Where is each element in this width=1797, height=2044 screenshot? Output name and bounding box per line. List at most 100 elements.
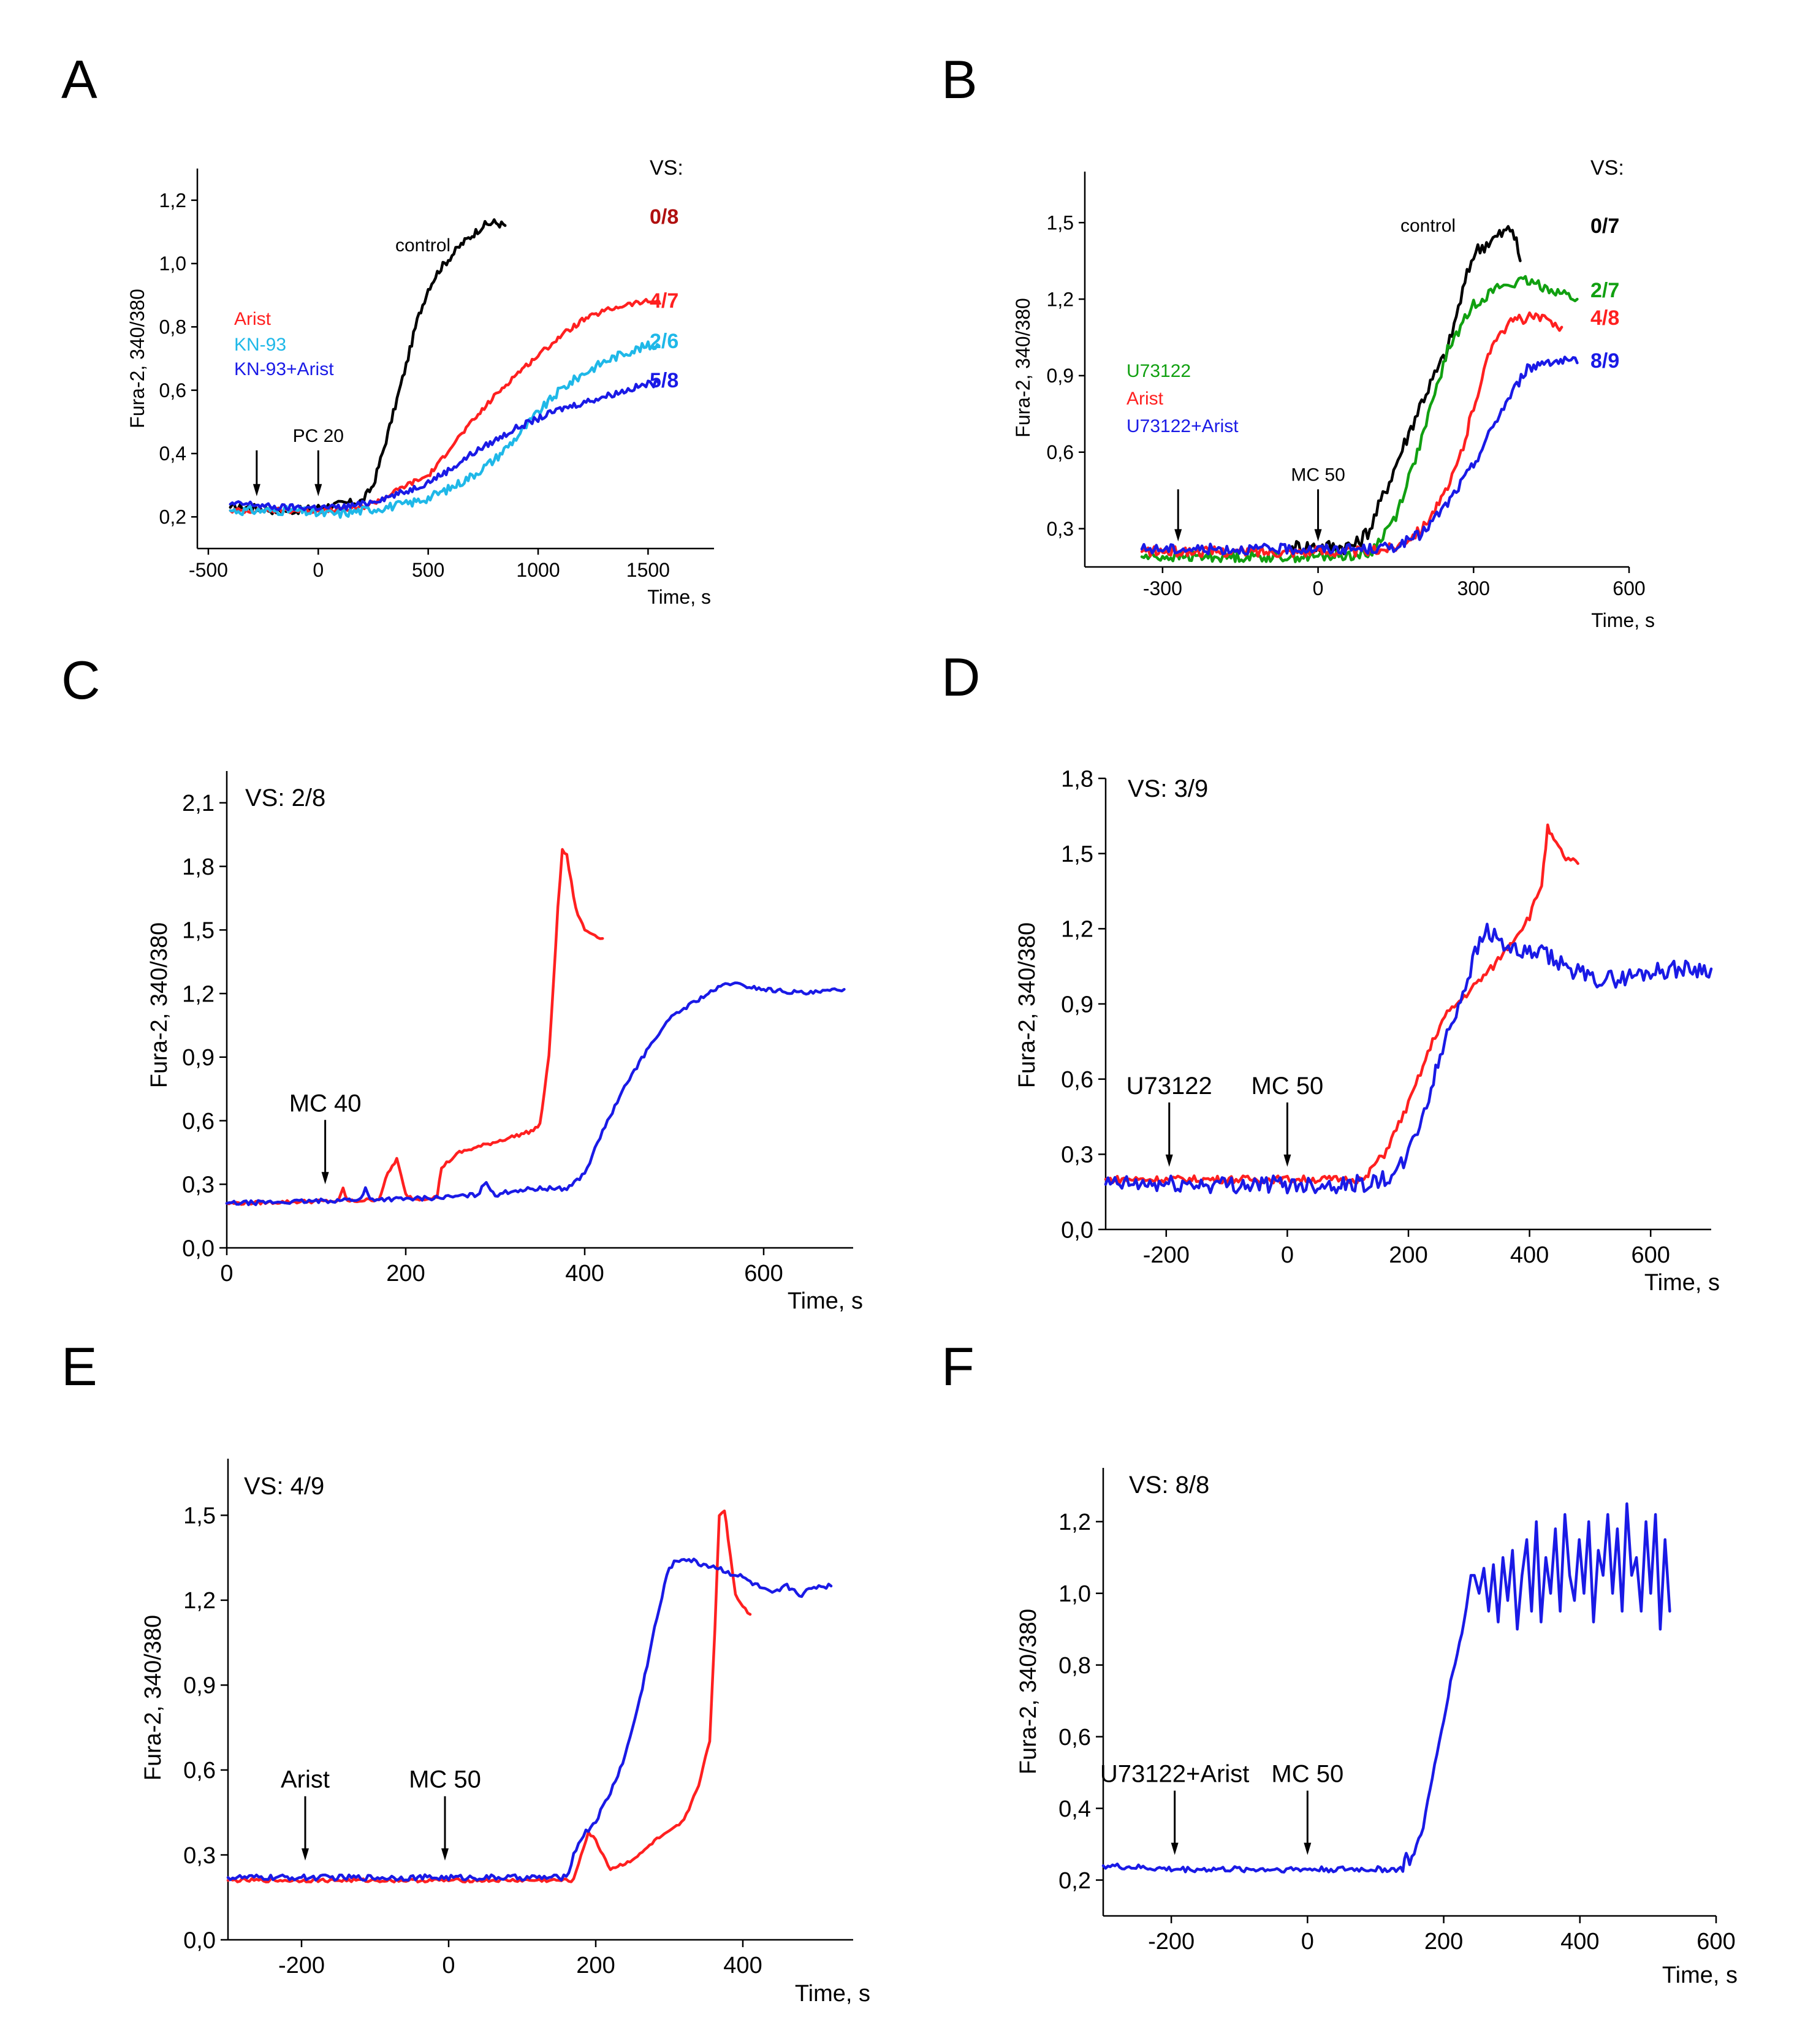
y-tick-label: 1,5: [182, 918, 215, 944]
y-tick-label: 1,8: [1061, 766, 1093, 792]
series-line-blue: [226, 1557, 833, 1882]
series-line-u73122-arist: [1140, 355, 1579, 556]
arrow-head: [1165, 1154, 1173, 1167]
y-tick-label: 0,3: [182, 1172, 215, 1198]
x-axis-title: Time, s: [788, 1288, 863, 1314]
arrow-head: [1314, 529, 1322, 542]
plot-area: [1104, 823, 1713, 1195]
panel-label: B: [941, 49, 978, 110]
y-tick-label: 0,6: [1058, 1725, 1091, 1750]
series-line-kn-93: [229, 340, 661, 519]
panel-d: D -200 0 200 400 600 0,0 0,3 0,6 0,9 1,2 1,5 1,8 Fu…: [941, 647, 1720, 1296]
y-tick-label: 0,9: [182, 1045, 215, 1071]
y-tick-label: 0,9: [1061, 992, 1093, 1017]
legend: U73122 Arist U73122+Arist: [1126, 361, 1239, 436]
y-tick-label: 1,8: [182, 854, 215, 880]
annotation-label: MC 40: [289, 1090, 362, 1117]
y-axis-title: Fura-2, 340/380: [126, 289, 148, 428]
ticks: -200 0 200 400 0,0 0,3 0,6 0,9 1,2 1,5: [183, 1503, 762, 1978]
x-tick-label: -200: [1143, 1242, 1190, 1268]
y-tick-label: 0,2: [159, 506, 186, 528]
arrow-head: [441, 1848, 449, 1861]
ticks: -500 0 500 1000 1500 0,2 0,4 0,6 0,8 1,0 1,2: [159, 189, 670, 581]
vs-header: VS:: [650, 156, 683, 180]
series-line-blue: [225, 981, 846, 1206]
x-tick-label: 400: [565, 1261, 604, 1286]
y-tick-label: 1,2: [1047, 288, 1074, 310]
annotation-label: Arist: [281, 1766, 330, 1793]
annotation-label: MC 50: [409, 1766, 481, 1793]
annotation-label: U73122+Arist: [1100, 1761, 1249, 1788]
series-line-blue: [1101, 1502, 1671, 1874]
y-tick-label: 2,1: [182, 791, 215, 816]
panel-f: F -200 0 200 400 600 0,2 0,4 0,6 0,8 1,0 1,2 Fura-…: [941, 1336, 1738, 1988]
x-tick-label: 600: [1613, 577, 1645, 599]
legend-entry: U73122: [1126, 361, 1191, 381]
vs-fraction: 4/8: [1590, 306, 1619, 330]
x-tick-label: 400: [1510, 1242, 1549, 1268]
x-tick-label: 1500: [626, 559, 670, 581]
legend-entry: U73122+Arist: [1126, 416, 1239, 436]
y-tick-label: 1,0: [1058, 1581, 1091, 1607]
y-axis-title: Fura-2, 340/380: [1014, 922, 1040, 1088]
vs-fraction: 0/8: [650, 205, 678, 229]
x-tick-label: 0: [442, 1953, 455, 1978]
vs-fraction: 4/7: [650, 289, 678, 313]
y-tick-label: 0,8: [159, 316, 186, 338]
panel-b: B -300 0 300 600 0,3 0,6 0,9 1,2 1,5 Fura-2, 340…: [941, 49, 1655, 631]
x-axis-title: Time, s: [795, 1981, 870, 2007]
plot-area: [1101, 1502, 1671, 1874]
annotations: Arist MC 50: [281, 1766, 481, 1861]
panel-label: C: [61, 650, 101, 710]
x-axis-title: Time, s: [1662, 1962, 1738, 1988]
x-tick-label: 400: [1560, 1929, 1599, 1955]
x-tick-label: 300: [1457, 577, 1490, 599]
panel-label: A: [61, 49, 97, 110]
x-tick-label: 1000: [516, 559, 560, 581]
annotations: U73122 MC 50: [1126, 1073, 1323, 1167]
plot-area: [1140, 225, 1579, 563]
vs-fraction: 2/7: [1590, 279, 1619, 302]
annotation-label: MC 50: [1271, 1761, 1343, 1788]
x-tick-label: 0: [1313, 577, 1324, 599]
x-tick-label: 200: [1424, 1929, 1463, 1955]
annotations: U73122+Arist MC 50: [1100, 1761, 1343, 1855]
x-tick-label: 600: [744, 1261, 783, 1286]
vs-text: VS: 3/9: [1128, 775, 1208, 802]
y-tick-label: 0,9: [183, 1673, 216, 1699]
series-line-blue: [1104, 922, 1713, 1195]
panel-label: E: [61, 1336, 97, 1397]
vs-header: VS:: [1590, 156, 1624, 180]
y-tick-label: 0,9: [1047, 365, 1074, 387]
series-label: control: [1400, 216, 1456, 236]
y-tick-label: 0,2: [1058, 1868, 1091, 1894]
y-tick-label: 0,6: [159, 379, 186, 401]
panel-c: C 0 200 400 600 0,0 0,3 0,6 0,9 1,2 1,5 1,8 2,1 Fur…: [61, 650, 863, 1314]
arrow-head: [1283, 1154, 1291, 1167]
legend-entry: KN-93+Arist: [234, 359, 334, 379]
y-tick-label: 1,5: [1047, 211, 1074, 234]
series-line-red: [1104, 823, 1579, 1185]
arrow-head: [321, 1172, 329, 1185]
vs-text: VS: 8/8: [1129, 1472, 1209, 1499]
x-axis-title: Time, s: [647, 586, 711, 608]
y-tick-label: 0,6: [1061, 1067, 1093, 1093]
series-label: control: [395, 235, 450, 256]
annotation-label: MC 50: [1291, 465, 1345, 485]
annotation-label: U73122: [1126, 1073, 1212, 1100]
x-tick-label: 200: [1389, 1242, 1427, 1268]
y-tick-label: 1,2: [159, 189, 186, 211]
x-tick-label: -300: [1143, 577, 1182, 599]
y-tick-label: 0,0: [182, 1236, 215, 1261]
x-tick-label: 0: [1281, 1242, 1294, 1268]
y-tick-label: 0,6: [183, 1758, 216, 1784]
vs-fraction: 8/9: [1590, 349, 1619, 373]
y-axis-title: Fura-2, 340/380: [1016, 1609, 1041, 1774]
y-tick-label: 1,2: [182, 981, 215, 1007]
vs-fraction: 0/7: [1590, 215, 1619, 238]
y-tick-label: 0,6: [1047, 441, 1074, 463]
arrow-head: [253, 484, 260, 496]
y-tick-label: 1,0: [159, 253, 186, 275]
panel-e: E -200 0 200 400 0,0 0,3 0,6 0,9 1,2 1,5 Fura-2, …: [61, 1336, 870, 2007]
